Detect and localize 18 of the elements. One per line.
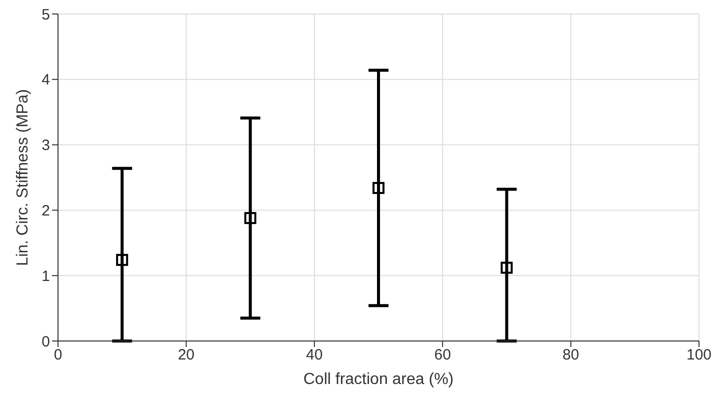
- x-tick-label: 40: [306, 346, 323, 364]
- point: [244, 212, 256, 224]
- x-axis-title: Coll fraction area (%): [303, 371, 454, 388]
- y-axis-title: Lin. Circ. Stiffness (MPa): [14, 89, 32, 266]
- point: [500, 262, 513, 274]
- x-tick-label: 100: [686, 346, 712, 364]
- x-tick-label: 20: [178, 346, 195, 364]
- x-tick-label: 60: [434, 346, 451, 364]
- x-tick-label: 80: [562, 346, 580, 364]
- y-tick-label: 1: [42, 268, 50, 285]
- y-tick-label: 5: [42, 6, 50, 24]
- y-tick-label: 2: [42, 202, 50, 220]
- y-tick-label: 3: [42, 137, 50, 154]
- point: [116, 254, 128, 266]
- x-tick-label: 0: [54, 346, 62, 364]
- point: [372, 182, 384, 194]
- y-tick-label: 4: [42, 72, 50, 89]
- y-tick-label: 0: [42, 333, 50, 350]
